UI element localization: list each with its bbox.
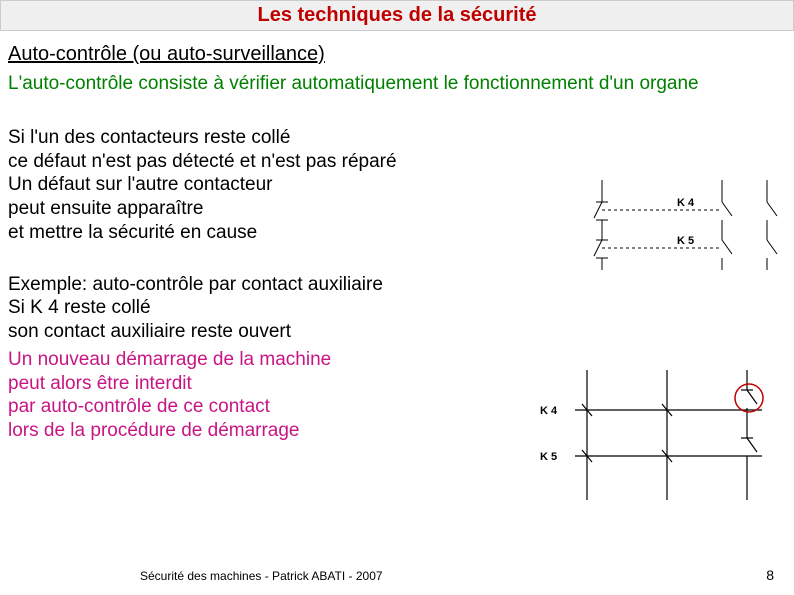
para2-line3: son contact auxiliaire reste ouvert: [8, 321, 291, 342]
section-heading: Auto-contrôle (ou auto-surveillance): [8, 43, 794, 66]
intro-paragraph: L'auto-contrôle consiste à vérifier auto…: [8, 72, 794, 96]
title-bar: Les techniques de la sécurité: [0, 0, 794, 31]
page-title: Les techniques de la sécurité: [258, 4, 537, 26]
diagram1-k4-label: K 4: [677, 197, 695, 209]
para3-line4: lors de la procédure de démarrage: [8, 420, 300, 441]
para1-line1: Si l'un des contacteurs reste collé: [8, 127, 290, 148]
para1-line3: Un défaut sur l'autre contacteur: [8, 174, 273, 195]
intro-text: L'auto-contrôle consiste à vérifier auto…: [8, 73, 699, 94]
para2-line1: Exemple: auto-contrôle par contact auxil…: [8, 274, 383, 295]
diagram1-k5-label: K 5: [677, 235, 694, 247]
page-number: 8: [766, 567, 774, 583]
diagram2-k5-label: K 5: [540, 451, 557, 463]
diagram2-k4-label: K 4: [540, 405, 558, 417]
para1-line2: ce défaut n'est pas détecté et n'est pas…: [8, 151, 397, 172]
paragraph-2: Exemple: auto-contrôle par contact auxil…: [8, 273, 794, 344]
footer-text: Sécurité des machines - Patrick ABATI - …: [140, 569, 383, 583]
para3-line3: par auto-contrôle de ce contact: [8, 396, 270, 417]
diagram-2: K 4 K 5: [532, 370, 782, 500]
para1-line5: et mettre la sécurité en cause: [8, 222, 257, 243]
para3-line2: peut alors être interdit: [8, 373, 192, 394]
para3-line1: Un nouveau démarrage de la machine: [8, 349, 331, 370]
highlight-circle-icon: [735, 384, 763, 412]
para1-line4: peut ensuite apparaître: [8, 198, 203, 219]
para2-line2: Si K 4 reste collé: [8, 297, 151, 318]
diagram-1: K 4 K 5: [572, 180, 782, 270]
